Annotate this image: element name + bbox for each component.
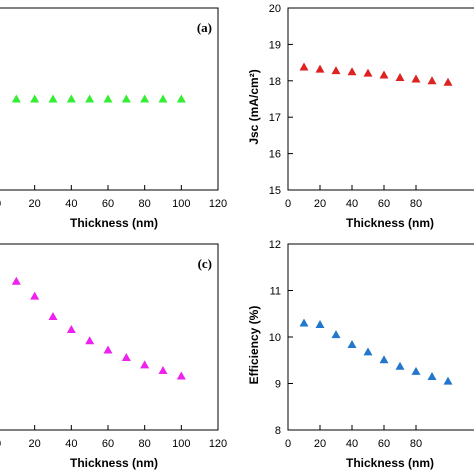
x-tick-label: 20 (314, 198, 326, 210)
x-tick-label: 20 (29, 198, 41, 210)
data-point-triangle (315, 319, 325, 328)
data-point-triangle (443, 376, 453, 385)
x-tick-label: 60 (378, 438, 390, 450)
x-tick-label: 120 (209, 438, 227, 450)
x-tick-label: 0 (285, 198, 291, 210)
y-tick-label: 19 (269, 39, 281, 51)
y-tick-label: 9 (275, 379, 281, 391)
y-tick-label: 18 (269, 76, 281, 88)
data-point-triangle (427, 76, 437, 85)
plot-frame (0, 243, 219, 431)
data-point-triangle (347, 67, 357, 76)
data-point-triangle (11, 94, 21, 103)
y-tick-label: 12 (269, 239, 281, 251)
data-point-triangle (379, 355, 389, 364)
data-point-triangle (48, 312, 58, 321)
x-axis-title: Thickness (nm) (346, 216, 434, 230)
data-point-triangle (85, 94, 95, 103)
data-point-triangle (103, 345, 113, 354)
data-point-triangle (158, 365, 168, 374)
chart-panel-2: 0 20 40 60 80 15 16 17 18 19 20 Thickness (nm) Jsc (… (247, 3, 474, 230)
x-tick-label: 40 (346, 438, 358, 450)
plot-frame (287, 243, 474, 431)
data-point-triangle (347, 339, 357, 348)
data-point-triangle (140, 94, 150, 103)
data-point-triangle (85, 336, 95, 345)
y-tick-label: 8 (275, 425, 281, 437)
data-point-triangle (299, 318, 309, 327)
data-point-triangle (176, 94, 186, 103)
x-tick-label: 40 (65, 198, 77, 210)
x-axis-title: Thickness (nm) (346, 456, 434, 470)
data-point-triangle (121, 94, 131, 103)
chart-panel-4: 0 20 40 60 80 8 9 10 11 12 Thickness (nm) Efficienc… (247, 239, 474, 470)
data-point-triangle (103, 94, 113, 103)
data-point-triangle (66, 94, 76, 103)
x-tick-label: 100 (172, 438, 190, 450)
data-point-triangle (140, 360, 150, 369)
data-point-triangle (48, 94, 58, 103)
y-tick-label: 17 (269, 112, 281, 124)
x-tick-label: 80 (139, 198, 151, 210)
x-tick-label: 60 (378, 198, 390, 210)
data-point-triangle (331, 66, 341, 75)
data-point-triangle (176, 371, 186, 380)
x-tick-label: 0 (285, 438, 291, 450)
x-tick-label: 40 (346, 198, 358, 210)
x-axis-title: Thickness (nm) (70, 216, 158, 230)
y-tick-label: 11 (270, 286, 281, 298)
data-point-triangle (158, 94, 168, 103)
x-tick-label: 0 (0, 198, 1, 210)
data-point-triangle (121, 352, 131, 361)
data-point-triangle (66, 325, 76, 334)
y-tick-label: 20 (269, 3, 281, 15)
x-tick-label: 20 (29, 438, 41, 450)
y-axis-title: Jsc (mA/cm²) (247, 69, 261, 144)
x-tick-label: 0 (0, 438, 1, 450)
x-tick-label: 100 (172, 198, 190, 210)
data-point-triangle (331, 330, 341, 339)
x-tick-label: 40 (65, 438, 77, 450)
chart-panel-3: 0 20 40 60 80 100 120 Thickness (nm) (c) (0, 243, 227, 470)
y-tick-label: 10 (269, 332, 281, 344)
data-point-triangle (395, 73, 405, 82)
x-tick-label: 60 (102, 438, 114, 450)
data-point-triangle (411, 366, 421, 375)
y-tick-label: 16 (269, 149, 281, 161)
panel-label: (c) (198, 256, 212, 271)
x-tick-label: 120 (209, 198, 227, 210)
data-point-triangle (315, 64, 325, 73)
x-tick-label: 20 (314, 438, 326, 450)
data-point-triangle (395, 361, 405, 370)
plot-frame (287, 7, 474, 191)
data-point-triangle (379, 70, 389, 79)
x-tick-label: 80 (410, 438, 422, 450)
x-tick-label: 60 (102, 198, 114, 210)
data-point-triangle (363, 347, 373, 356)
data-point-triangle (427, 372, 437, 381)
data-point-triangle (299, 62, 309, 71)
data-point-triangle (443, 77, 453, 86)
panel-label: (a) (197, 20, 212, 35)
data-point-triangle (11, 276, 21, 285)
data-point-triangle (363, 68, 373, 77)
data-point-triangle (411, 74, 421, 83)
chart-panel-1: 0 20 40 60 80 100 120 Thickness (nm) (a) (0, 7, 227, 230)
x-axis-title: Thickness (nm) (70, 456, 158, 470)
y-axis-title: Efficiency (%) (247, 306, 261, 385)
x-tick-label: 80 (410, 198, 422, 210)
data-point-triangle (30, 291, 40, 300)
y-tick-label: 15 (269, 185, 281, 197)
data-point-triangle (30, 94, 40, 103)
x-tick-label: 80 (139, 438, 151, 450)
